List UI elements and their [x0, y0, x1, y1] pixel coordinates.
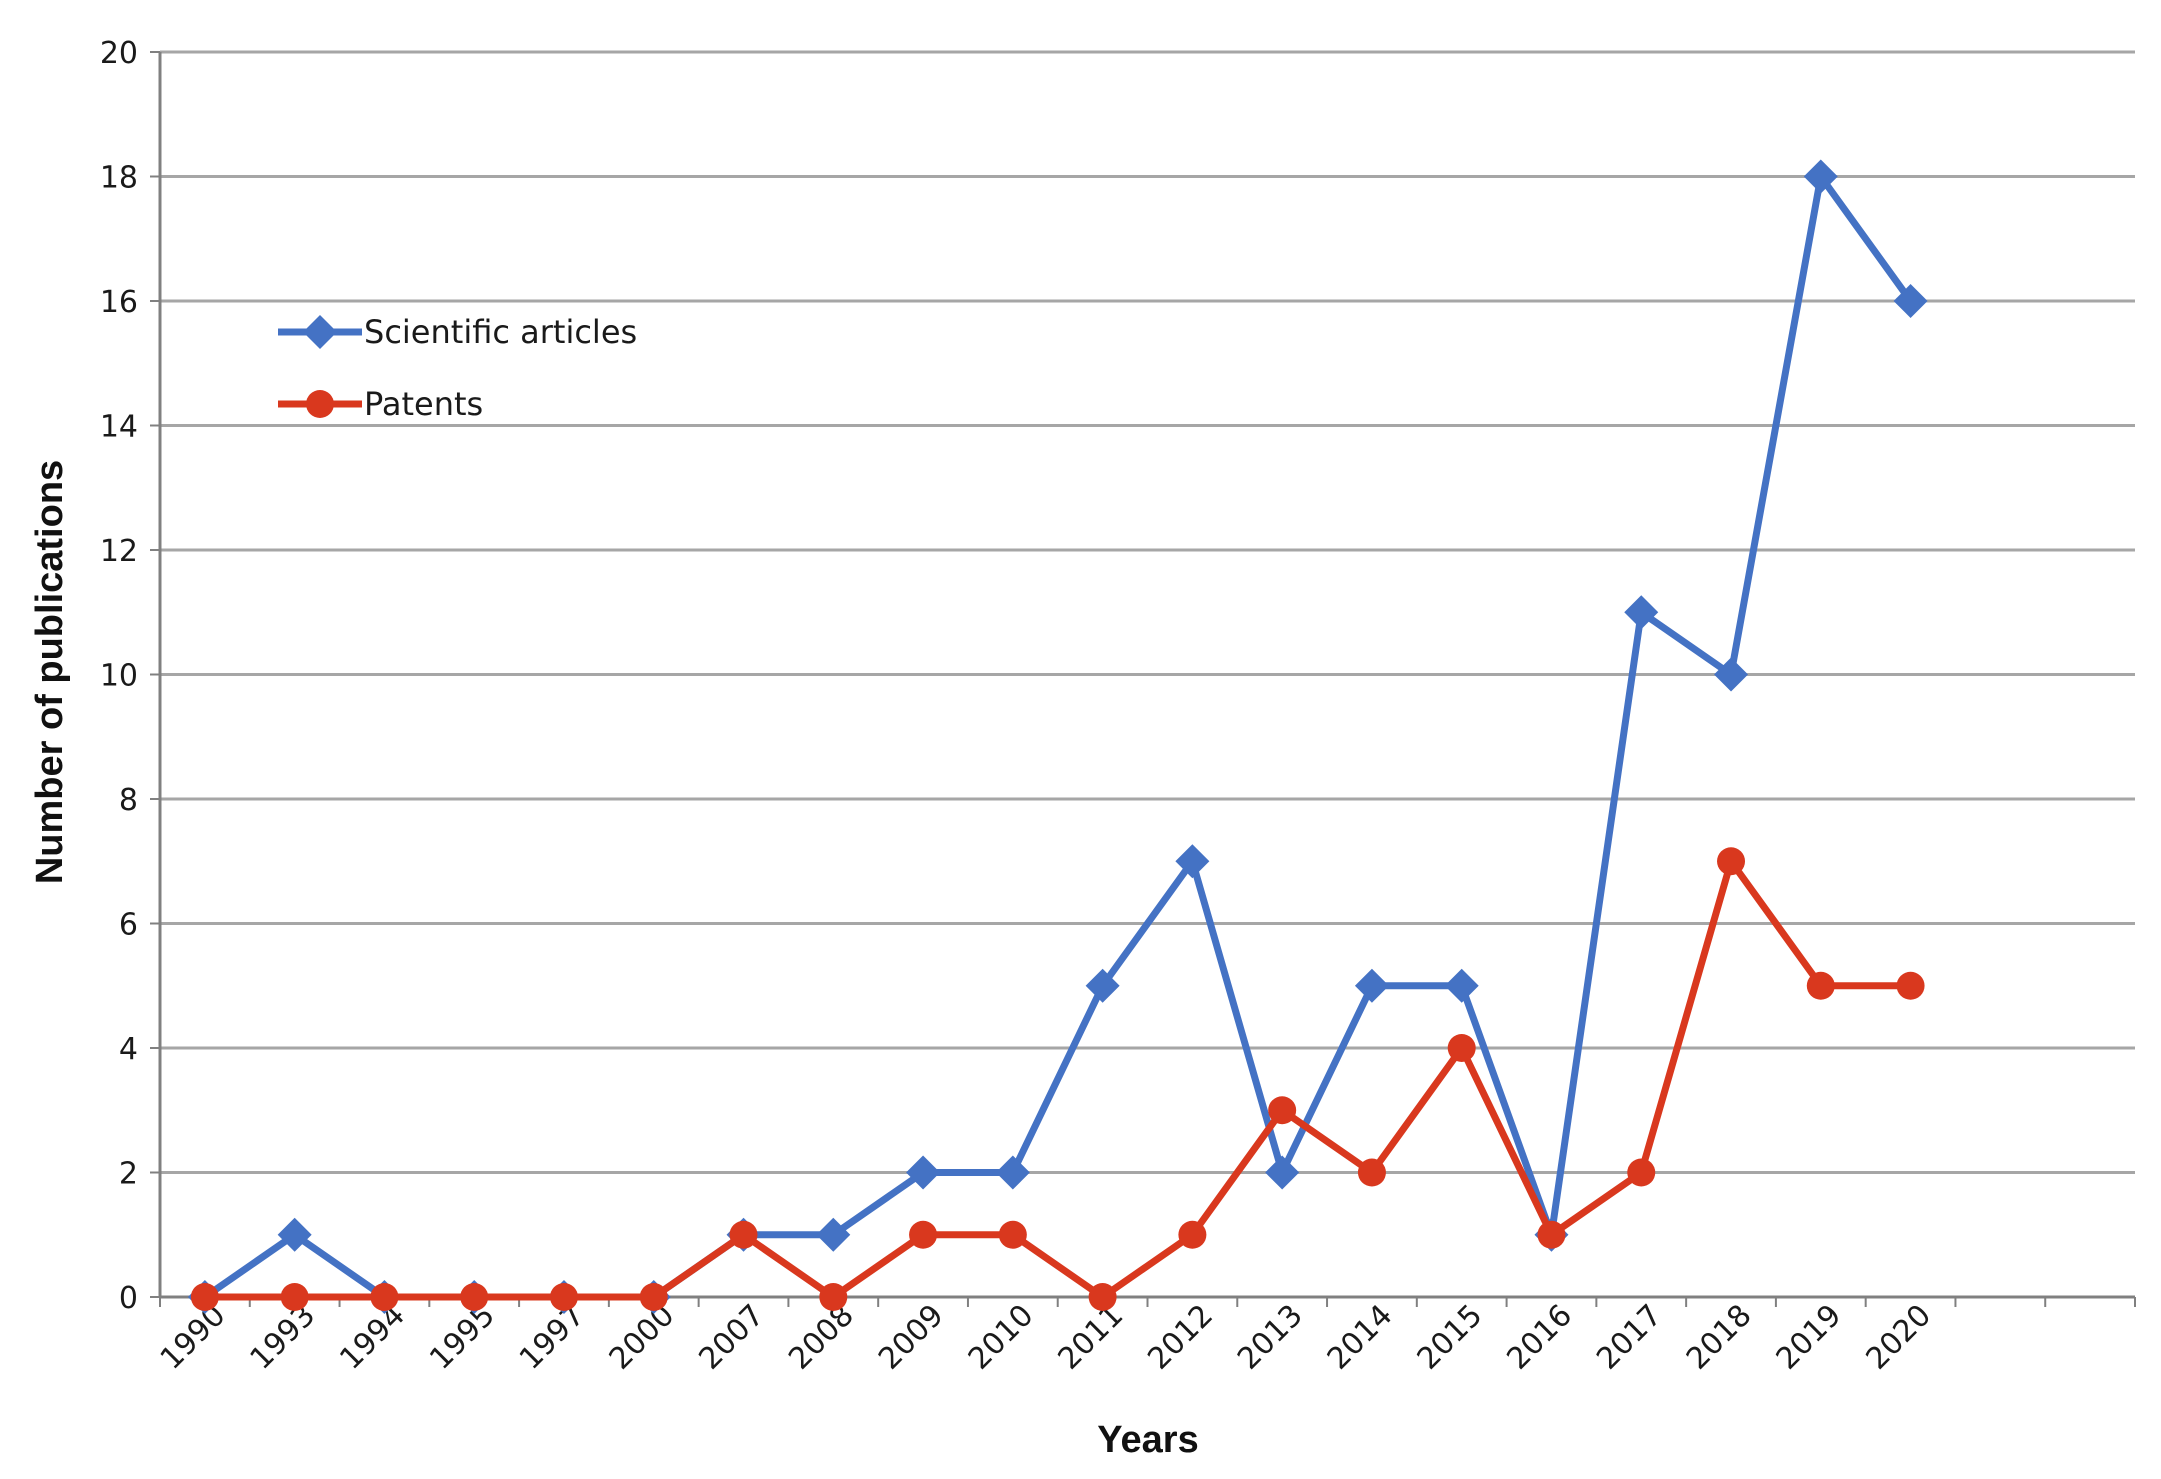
data-point: [1893, 284, 1928, 318]
x-tick-label: 2007: [692, 1298, 771, 1377]
x-tick-label: 1997: [513, 1298, 592, 1377]
data-point: [1714, 657, 1749, 692]
y-tick-label: 16: [100, 285, 138, 320]
y-axis-title: Number of publications: [29, 460, 71, 884]
x-tick-label: 2010: [962, 1298, 1041, 1377]
series: [187, 159, 1928, 1314]
data-point: [1447, 1034, 1476, 1062]
data-point: [1537, 1220, 1566, 1249]
y-tick-label: 2: [119, 1157, 138, 1192]
data-point: [1444, 968, 1479, 1003]
data-point: [819, 1283, 848, 1311]
x-tick-label: 2011: [1052, 1298, 1131, 1377]
y-tick-labels: 0 2 4 6 8 10 12 14 16 18 20: [100, 36, 138, 1316]
data-point: [1175, 844, 1210, 879]
y-tick-label: 14: [100, 410, 138, 445]
x-tick-labels: 1990 1993 1994 1995 1997 2000 2007 2008 2009 2010…: [154, 1298, 1938, 1377]
data-point: [995, 1155, 1030, 1190]
data-point: [549, 1283, 578, 1311]
data-point: [1624, 595, 1659, 630]
x-tick-label: 1994: [333, 1298, 412, 1377]
y-tick-label: 4: [119, 1032, 138, 1067]
data-point: [370, 1283, 399, 1311]
y-tick-label: 10: [100, 659, 138, 694]
data-point: [1085, 968, 1120, 1003]
data-point: [280, 1283, 309, 1311]
y-tick-label: 6: [119, 908, 138, 943]
legend-marker: [303, 315, 337, 349]
x-tick-label: 2013: [1231, 1298, 1310, 1377]
series-line: [204, 857, 1911, 1301]
data-point: [1803, 159, 1838, 194]
y-tick-label: 18: [100, 161, 138, 196]
x-tick-label: 2015: [1411, 1298, 1490, 1377]
x-tick-label: 2019: [1770, 1298, 1849, 1377]
data-point: [729, 1220, 758, 1249]
data-point: [1717, 847, 1746, 876]
x-tick-label: 1995: [423, 1298, 502, 1377]
data-point: [816, 1217, 851, 1252]
x-tick-label: 2020: [1859, 1298, 1938, 1377]
legend-label: Patents: [364, 385, 483, 423]
data-point: [277, 1217, 312, 1252]
x-tick-label: 2014: [1321, 1298, 1400, 1377]
data-point: [998, 1220, 1027, 1249]
legend-entry: Patents: [278, 385, 483, 423]
legend-label: Scientific articles: [364, 313, 637, 351]
y-tick-label: 20: [100, 36, 138, 71]
x-axis-title: Years: [1097, 1419, 1198, 1461]
gridlines: [160, 50, 2135, 1174]
data-point: [909, 1220, 938, 1249]
x-tick-label: 2016: [1500, 1298, 1579, 1377]
data-point: [1896, 971, 1925, 1000]
data-point: [460, 1283, 489, 1311]
data-point: [639, 1283, 668, 1311]
axes: [150, 51, 2136, 1307]
x-tick-label: 1990: [154, 1298, 233, 1377]
y-tick-label: 12: [100, 534, 138, 569]
x-tick-label: 1993: [244, 1298, 323, 1377]
data-point: [1268, 1096, 1297, 1125]
data-point: [1806, 971, 1835, 1000]
y-tick-label: 8: [119, 783, 138, 818]
x-tick-label: 2018: [1680, 1298, 1759, 1377]
data-point: [1088, 1283, 1117, 1311]
x-tick-label: 2017: [1590, 1298, 1669, 1377]
x-tick-label: 2000: [603, 1298, 682, 1377]
data-point: [1265, 1155, 1300, 1190]
data-point: [906, 1155, 941, 1190]
data-point: [190, 1283, 219, 1311]
legend-entry: Scientific articles: [278, 313, 637, 351]
y-tick-label: 0: [119, 1281, 138, 1316]
data-point: [1357, 1158, 1386, 1187]
legend-marker: [306, 390, 334, 418]
legend: Scientific articles Patents: [278, 313, 637, 423]
series-patents: [190, 847, 1925, 1311]
x-tick-label: 2012: [1141, 1298, 1220, 1377]
data-point: [1354, 968, 1389, 1003]
data-point: [1178, 1220, 1207, 1249]
x-tick-label: 2008: [782, 1298, 861, 1377]
data-point: [1627, 1158, 1656, 1187]
x-tick-label: 2009: [872, 1298, 951, 1377]
